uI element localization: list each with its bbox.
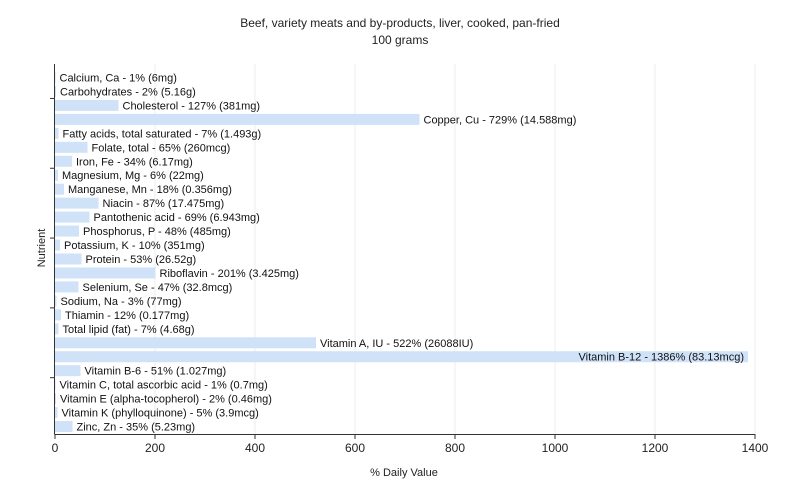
bar-label: Zinc, Zn - 35% (5.23mg) [77, 422, 196, 434]
bar-label: Riboflavin - 201% (3.425mg) [160, 268, 299, 280]
bar [55, 127, 59, 139]
bar [55, 337, 316, 349]
bar [55, 281, 79, 293]
bar [55, 141, 88, 153]
bar-label: Protein - 53% (26.52g) [86, 254, 197, 266]
bar-label: Cholesterol - 127% (381mg) [123, 100, 261, 112]
bar [55, 239, 60, 251]
bar [55, 99, 119, 111]
axes: 0 200 400 600 800 1000 1200 1400 [50, 64, 769, 455]
x-tick-label: 200 [145, 441, 165, 455]
bar-label: Fatty acids, total saturated - 7% (1.493… [63, 128, 262, 140]
bar [55, 169, 58, 181]
bar-label: Phosphorus, P - 48% (485mg) [83, 226, 231, 238]
bar-label: Iron, Fe - 34% (6.17mg) [76, 156, 193, 168]
bar [55, 421, 73, 433]
bar [55, 72, 56, 83]
bar [55, 309, 61, 321]
x-axis-title: % Daily Value [370, 467, 438, 479]
bar [55, 211, 90, 223]
bar [55, 393, 56, 405]
bar [55, 379, 56, 391]
bar [55, 323, 59, 335]
x-tick-label: 600 [345, 441, 365, 455]
bar-label: Calcium, Ca - 1% (6mg) [60, 73, 177, 85]
bar [55, 155, 72, 167]
bar-label: Thiamin - 12% (0.177mg) [65, 310, 189, 322]
bar-label: Manganese, Mn - 18% (0.356mg) [68, 184, 232, 196]
bar-label: Vitamin B-6 - 51% (1.027mg) [85, 366, 227, 378]
bar [55, 113, 420, 125]
bar [55, 225, 79, 237]
bar [55, 85, 56, 97]
x-tick-label: 800 [445, 441, 465, 455]
bar-label: Vitamin E (alpha-tocopherol) - 2% (0.46m… [60, 394, 272, 406]
bar-label: Niacin - 87% (17.475mg) [103, 198, 225, 210]
bar-label: Magnesium, Mg - 6% (22mg) [62, 170, 204, 182]
bar-label: Carbohydrates - 2% (5.16g) [60, 86, 196, 98]
bar-label: Vitamin A, IU - 522% (26088IU) [320, 338, 473, 350]
gridlines [154, 64, 756, 434]
bar [55, 351, 748, 363]
bar-label: Vitamin K (phylloquinone) - 5% (3.9mcg) [62, 408, 259, 420]
bar [55, 407, 58, 419]
bar-label: Folate, total - 65% (260mcg) [92, 142, 231, 154]
bar [55, 365, 81, 377]
y-axis-title: Nutrient [36, 229, 48, 268]
bar-label: Selenium, Se - 47% (32.8mcg) [83, 282, 233, 294]
bar-label: Sodium, Na - 3% (77mg) [61, 296, 182, 308]
bar-label: Pantothenic acid - 69% (6.943mg) [94, 212, 260, 224]
bar-label: Potassium, K - 10% (351mg) [64, 240, 205, 252]
x-tick-label: 1200 [642, 441, 669, 455]
x-tick-label: 1000 [542, 441, 569, 455]
x-tick-label: 1400 [742, 441, 769, 455]
bar [55, 197, 99, 209]
chart-title: Beef, variety meats and by-products, liv… [240, 16, 560, 30]
bar [55, 267, 156, 279]
bar-label: Total lipid (fat) - 7% (4.68g) [63, 324, 195, 336]
bar-label: Vitamin C, total ascorbic acid - 1% (0.7… [60, 380, 268, 392]
bar [55, 253, 82, 265]
bar [55, 295, 57, 307]
x-tick-label: 0 [52, 441, 59, 455]
bar-label: Copper, Cu - 729% (14.588mg) [424, 114, 577, 126]
x-tick-label: 400 [245, 441, 265, 455]
bars: Calcium, Ca - 1% (6mg)Carbohydrates - 2%… [55, 72, 748, 434]
bar-label: Vitamin B-12 - 1386% (83.13mcg) [579, 352, 745, 364]
bar [55, 183, 64, 195]
chart-subtitle: 100 grams [372, 33, 429, 47]
